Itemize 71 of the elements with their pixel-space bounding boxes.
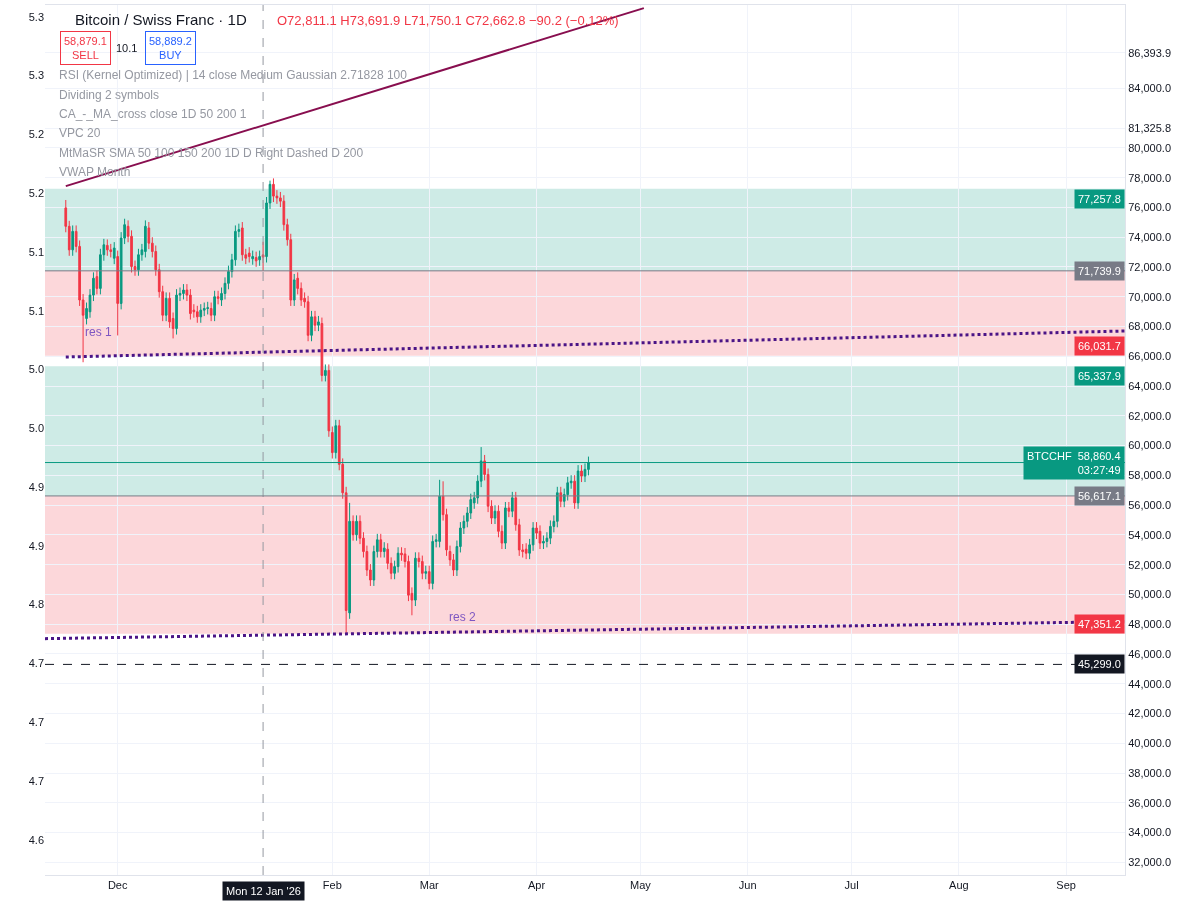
y-tick-label: 54,000.0 [1128, 528, 1172, 541]
y-tick-label: 46,000.0 [1128, 647, 1172, 660]
annotation: Dividing 2 symbols [59, 88, 160, 102]
annotation: 58,879.1 SELL [64, 35, 107, 62]
y2-tick-label: 5.1 [28, 245, 44, 258]
x-tick-label: Aug [949, 879, 969, 892]
y2-tick-label: 5.0 [28, 363, 44, 376]
x-tick-label: Dec [107, 879, 128, 892]
y-tick-label: 60,000.0 [1128, 439, 1172, 452]
ref-line-label: Mon 12 Jan '26 [226, 885, 301, 897]
y2-tick-label: 5.2 [28, 186, 44, 199]
x-tick-label: Jul [844, 879, 859, 892]
y2-tick-label: 4.8 [28, 598, 44, 611]
y-tick-label: 66,000.0 [1128, 350, 1172, 363]
y-tick-label: 36,000.0 [1128, 796, 1172, 809]
x-tick-label: Apr [527, 879, 546, 892]
y2-tick-label: 4.9 [28, 539, 44, 552]
y-tick-label: 62,000.0 [1128, 409, 1172, 422]
ref-line-label: 56,617.1 [1078, 490, 1121, 502]
y-tick-label: 81,325.8 [1128, 122, 1172, 135]
annotation: VPC 20 [59, 126, 101, 140]
y2-tick-label: 4.7 [28, 716, 44, 729]
chart-title: Bitcoin / Swiss Franc · 1D [75, 11, 247, 29]
y-tick-label: 68,000.0 [1128, 320, 1172, 333]
y-tick-label: 58,000.0 [1128, 469, 1172, 482]
y-tick-label: 32,000.0 [1128, 856, 1172, 869]
x-tick-label: Mar [419, 879, 440, 892]
y-tick-label: 74,000.0 [1128, 231, 1172, 244]
y-tick-label: 70,000.0 [1128, 290, 1172, 303]
y2-tick-label: 5.3 [28, 10, 44, 23]
band-label: 65,337.9 [1078, 370, 1121, 382]
y-tick-label: 76,000.0 [1128, 201, 1172, 214]
y-tick-label: 84,000.0 [1128, 82, 1172, 95]
annotation: 10.1 [116, 42, 138, 54]
y2-tick-label: 4.9 [28, 480, 44, 493]
annotation: res 2 [449, 610, 476, 624]
ref-line-label: 71,739.9 [1078, 265, 1121, 277]
y2-tick-label: 4.6 [28, 833, 44, 846]
annotation: RSI (Kernel Optimized) | 14 close Medium Gaussian 2.71828 100 [59, 68, 408, 82]
y2-tick-label: 4.7 [28, 657, 44, 670]
x-tick-label: May [629, 879, 652, 892]
y-tick-label: 86,393.9 [1128, 46, 1172, 59]
annotation: CA_-_MA_cross close 1D 50 200 1 [59, 107, 247, 121]
y2-tick-label: 4.7 [28, 774, 44, 787]
band-label: 66,031.7 [1078, 340, 1121, 352]
y2-tick-label: 5.1 [28, 304, 44, 317]
ref-line-label: BTCCHF 58,860.4 03:27:49 [1027, 450, 1121, 477]
y-tick-label: 40,000.0 [1128, 737, 1172, 750]
y-tick-label: 38,000.0 [1128, 766, 1172, 779]
y2-tick-label: 5.2 [28, 128, 44, 141]
annotation: 58,889.2 BUY [149, 35, 192, 62]
annotation: res 1 [85, 325, 112, 339]
y-tick-label: 64,000.0 [1128, 379, 1172, 392]
y-tick-label: 44,000.0 [1128, 677, 1172, 690]
x-tick-label: Jun [738, 879, 757, 892]
y-tick-label: 80,000.0 [1128, 141, 1172, 154]
band-label: 47,351.2 [1078, 618, 1121, 630]
y2-tick-label: 5.0 [28, 422, 44, 435]
y-tick-label: 72,000.0 [1128, 260, 1172, 273]
y-tick-label: 56,000.0 [1128, 498, 1172, 511]
ref-line-label: 45,299.0 [1078, 658, 1121, 670]
x-tick-label: Feb [322, 879, 342, 892]
y-tick-label: 48,000.0 [1128, 618, 1172, 631]
y-tick-label: 50,000.0 [1128, 588, 1172, 601]
y-tick-label: 78,000.0 [1128, 171, 1172, 184]
x-tick-label: Sep [1056, 879, 1076, 892]
band-label: 77,257.8 [1078, 193, 1121, 205]
y-tick-label: 52,000.0 [1128, 558, 1172, 571]
y-tick-label: 34,000.0 [1128, 826, 1172, 839]
y2-tick-label: 5.3 [28, 69, 44, 82]
y-tick-label: 42,000.0 [1128, 707, 1172, 720]
